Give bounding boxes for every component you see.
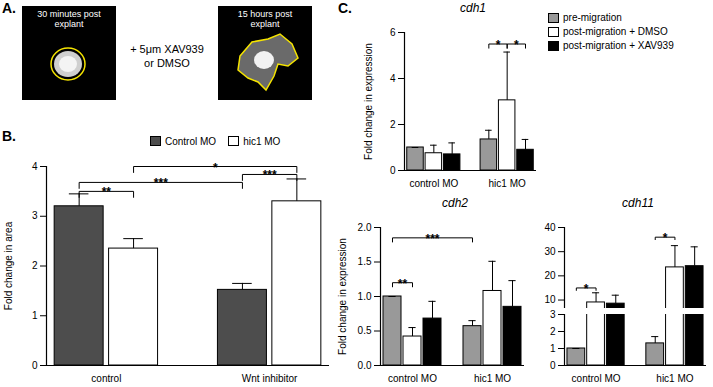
svg-text:hic1 MO: hic1 MO (474, 373, 511, 384)
svg-text:Fold change in expression: Fold change in expression (337, 238, 348, 355)
svg-text:control MO: control MO (388, 373, 437, 384)
html-text:explant: explant (54, 19, 84, 29)
html-text:30 minutes post: 30 minutes post (37, 9, 101, 19)
svg-text:Wnt inhibitor: Wnt inhibitor (242, 373, 298, 384)
html-text:C.: C. (338, 0, 352, 16)
svg-text:30: 30 (544, 246, 556, 257)
svg-text:0.5: 0.5 (358, 325, 372, 336)
html-text:A.: A. (2, 0, 16, 16)
html-text:explant: explant (250, 19, 280, 29)
svg-text:4: 4 (32, 161, 38, 172)
html-text:Control MO: Control MO (165, 135, 217, 147)
svg-text:2: 2 (550, 326, 556, 337)
svg-text:6: 6 (390, 27, 396, 38)
svg-text:hic1 MO: hic1 MO (656, 373, 693, 384)
svg-text:3: 3 (550, 309, 556, 320)
svg-text:**: ** (102, 185, 112, 199)
svg-text:*: * (496, 38, 501, 52)
svg-text:0.0: 0.0 (358, 360, 372, 371)
html-text:or DMSO: or DMSO (144, 57, 190, 69)
html-text:post-migration + XAV939: post-migration + XAV939 (563, 40, 674, 51)
html-text:post-migration + DMSO: post-migration + DMSO (563, 26, 668, 37)
svg-text:40: 40 (544, 222, 556, 233)
svg-text:2.0: 2.0 (358, 222, 372, 233)
svg-text:*: * (514, 38, 519, 52)
svg-text:0: 0 (390, 165, 396, 176)
svg-text:hic1 MO: hic1 MO (489, 178, 526, 189)
svg-text:1.0: 1.0 (358, 291, 372, 302)
html-text:cdh2: cdh2 (442, 196, 468, 210)
svg-text:*: * (663, 231, 668, 245)
svg-text:1: 1 (550, 343, 556, 354)
svg-text:***: *** (425, 232, 439, 246)
svg-text:1.5: 1.5 (358, 256, 372, 267)
svg-text:control MO: control MO (572, 373, 621, 384)
svg-text:Fold change in area: Fold change in area (3, 221, 14, 310)
html-text:cdh1: cdh1 (460, 1, 486, 15)
svg-text:2: 2 (32, 260, 38, 271)
svg-text:0: 0 (32, 360, 38, 371)
html-text:cdh11: cdh11 (622, 196, 654, 210)
svg-text:control MO: control MO (409, 178, 458, 189)
svg-text:2: 2 (390, 119, 396, 130)
svg-text:10: 10 (544, 294, 556, 305)
svg-text:Fold change in expression: Fold change in expression (363, 43, 374, 160)
svg-text:1: 1 (32, 310, 38, 321)
svg-text:*: * (584, 282, 589, 296)
svg-text:***: *** (263, 168, 277, 182)
svg-text:*: * (213, 161, 218, 175)
html-text:15 hours post: 15 hours post (237, 9, 293, 19)
html-text:+ 5μm XAV939: + 5μm XAV939 (130, 43, 204, 55)
svg-text:4: 4 (390, 73, 396, 84)
svg-text:0: 0 (550, 360, 556, 371)
svg-text:control: control (91, 373, 121, 384)
svg-text:***: *** (154, 176, 168, 190)
html-text:B.: B. (2, 128, 16, 144)
svg-text:3: 3 (32, 210, 38, 221)
svg-text:**: ** (398, 277, 408, 291)
html-text:pre-migration: pre-migration (563, 12, 622, 23)
html-text:hic1 MO: hic1 MO (243, 135, 281, 147)
svg-text:20: 20 (544, 270, 556, 281)
